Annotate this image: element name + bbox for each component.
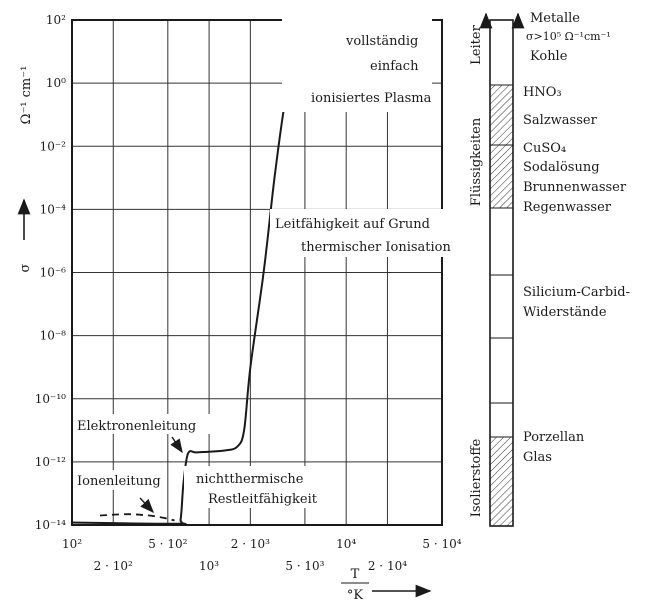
annotation-thermal-2: thermischer Ionisation xyxy=(301,240,451,255)
annotation-plasma-1: vollständig xyxy=(345,34,418,49)
y-tick-label: 10⁻¹² xyxy=(35,455,66,469)
ion-label-bg xyxy=(74,470,166,490)
x-tick-label: 2 · 10² xyxy=(94,559,133,573)
conductivity-scale-bar xyxy=(479,12,525,527)
y-tick-label: 10⁻⁴ xyxy=(40,202,67,216)
x-tick-label: 10² xyxy=(62,537,82,551)
y-tick-label: 10⁻⁸ xyxy=(40,329,67,343)
annotation-thermal-1: Leitfähigkeit auf Grund xyxy=(275,217,430,232)
x-tick-labels: 10² 5 · 10² 2 · 10³ 10⁴ 5 · 10⁴ 2 · 10² 10³ 5 ·… xyxy=(62,537,462,573)
hatched-region-salts xyxy=(490,145,513,208)
hatched-region-acids xyxy=(490,85,513,145)
rest-label-bg xyxy=(184,466,308,508)
scale-bar-frame xyxy=(489,19,514,527)
plot-frame xyxy=(71,19,443,526)
x-tick-label: 10⁴ xyxy=(336,537,356,551)
x-axis-label-numerator: T xyxy=(351,567,360,582)
hatched-region-ceramics xyxy=(490,437,513,526)
annotation-plasma-2: einfach xyxy=(370,59,419,74)
y-tick-label: 10⁻¹⁴ xyxy=(35,518,66,532)
material-sic-2: Widerstände xyxy=(523,305,607,320)
material-metalle: Metalle xyxy=(530,11,580,26)
category-fluessigkeiten: Flüssigkeiten xyxy=(469,117,484,206)
x-tick-label: 5 · 10⁴ xyxy=(422,537,461,551)
material-sic-1: Silicium-Carbid- xyxy=(523,285,630,300)
x-tick-label: 2 · 10³ xyxy=(231,537,270,551)
material-porzellan: Porzellan xyxy=(523,430,585,445)
material-salzwasser: Salzwasser xyxy=(523,113,598,128)
material-glas: Glas xyxy=(523,450,552,465)
annotation-ion: Ionenleitung xyxy=(77,474,161,489)
ion-conduction-curve xyxy=(99,513,175,522)
x-axis-label-denominator: °K xyxy=(347,588,364,603)
y-tick-labels: 10² 10⁰ 10⁻² 10⁻⁴ 10⁻⁶ 10⁻⁸ 10⁻¹⁰ 10⁻¹² 10⁻¹⁴ xyxy=(35,13,66,532)
annotation-electron: Elektronenleitung xyxy=(77,419,196,434)
x-tick-label: 5 · 10² xyxy=(148,537,187,551)
material-metalle-sigma: σ>10⁵ Ω⁻¹cm⁻¹ xyxy=(526,30,611,43)
material-regenwasser: Regenwasser xyxy=(523,200,612,215)
y-tick-label: 10⁻¹⁰ xyxy=(35,392,66,406)
y-axis-symbol: σ xyxy=(18,263,33,272)
y-tick-label: 10⁻⁶ xyxy=(40,266,67,280)
annotation-rest-2: Restleitfähigkeit xyxy=(208,492,318,507)
thermal-label-bg xyxy=(270,209,454,257)
annotation-plasma-3: ionisiertes Plasma xyxy=(311,91,432,106)
ion-arrow xyxy=(139,497,154,514)
electron-label-bg xyxy=(74,414,214,434)
annotation-rest-1: nichtthermische xyxy=(196,472,304,487)
x-tick-label: 5 · 10³ xyxy=(285,559,324,573)
material-sodaloesung: Sodalösung xyxy=(523,160,600,175)
x-tick-label: 2 · 10⁴ xyxy=(368,559,407,573)
y-tick-label: 10² xyxy=(46,13,66,27)
material-brunnenwasser: Brunnenwasser xyxy=(523,180,627,195)
y-tick-label: 10⁰ xyxy=(46,76,66,90)
material-hno3: HNO₃ xyxy=(523,85,562,100)
y-axis-unit-label: Ω⁻¹ cm⁻¹ xyxy=(19,66,34,125)
y-tick-label: 10⁻² xyxy=(40,139,67,153)
material-cuso4: CuSO₄ xyxy=(523,141,566,156)
x-tick-label: 10³ xyxy=(199,559,219,573)
plasma-label-bg xyxy=(282,8,432,112)
category-isolierstoffe: Isolierstoffe xyxy=(469,438,484,517)
electron-arrow xyxy=(170,436,183,454)
category-leiter: Leiter xyxy=(469,24,484,64)
material-kohle: Kohle xyxy=(530,49,568,64)
